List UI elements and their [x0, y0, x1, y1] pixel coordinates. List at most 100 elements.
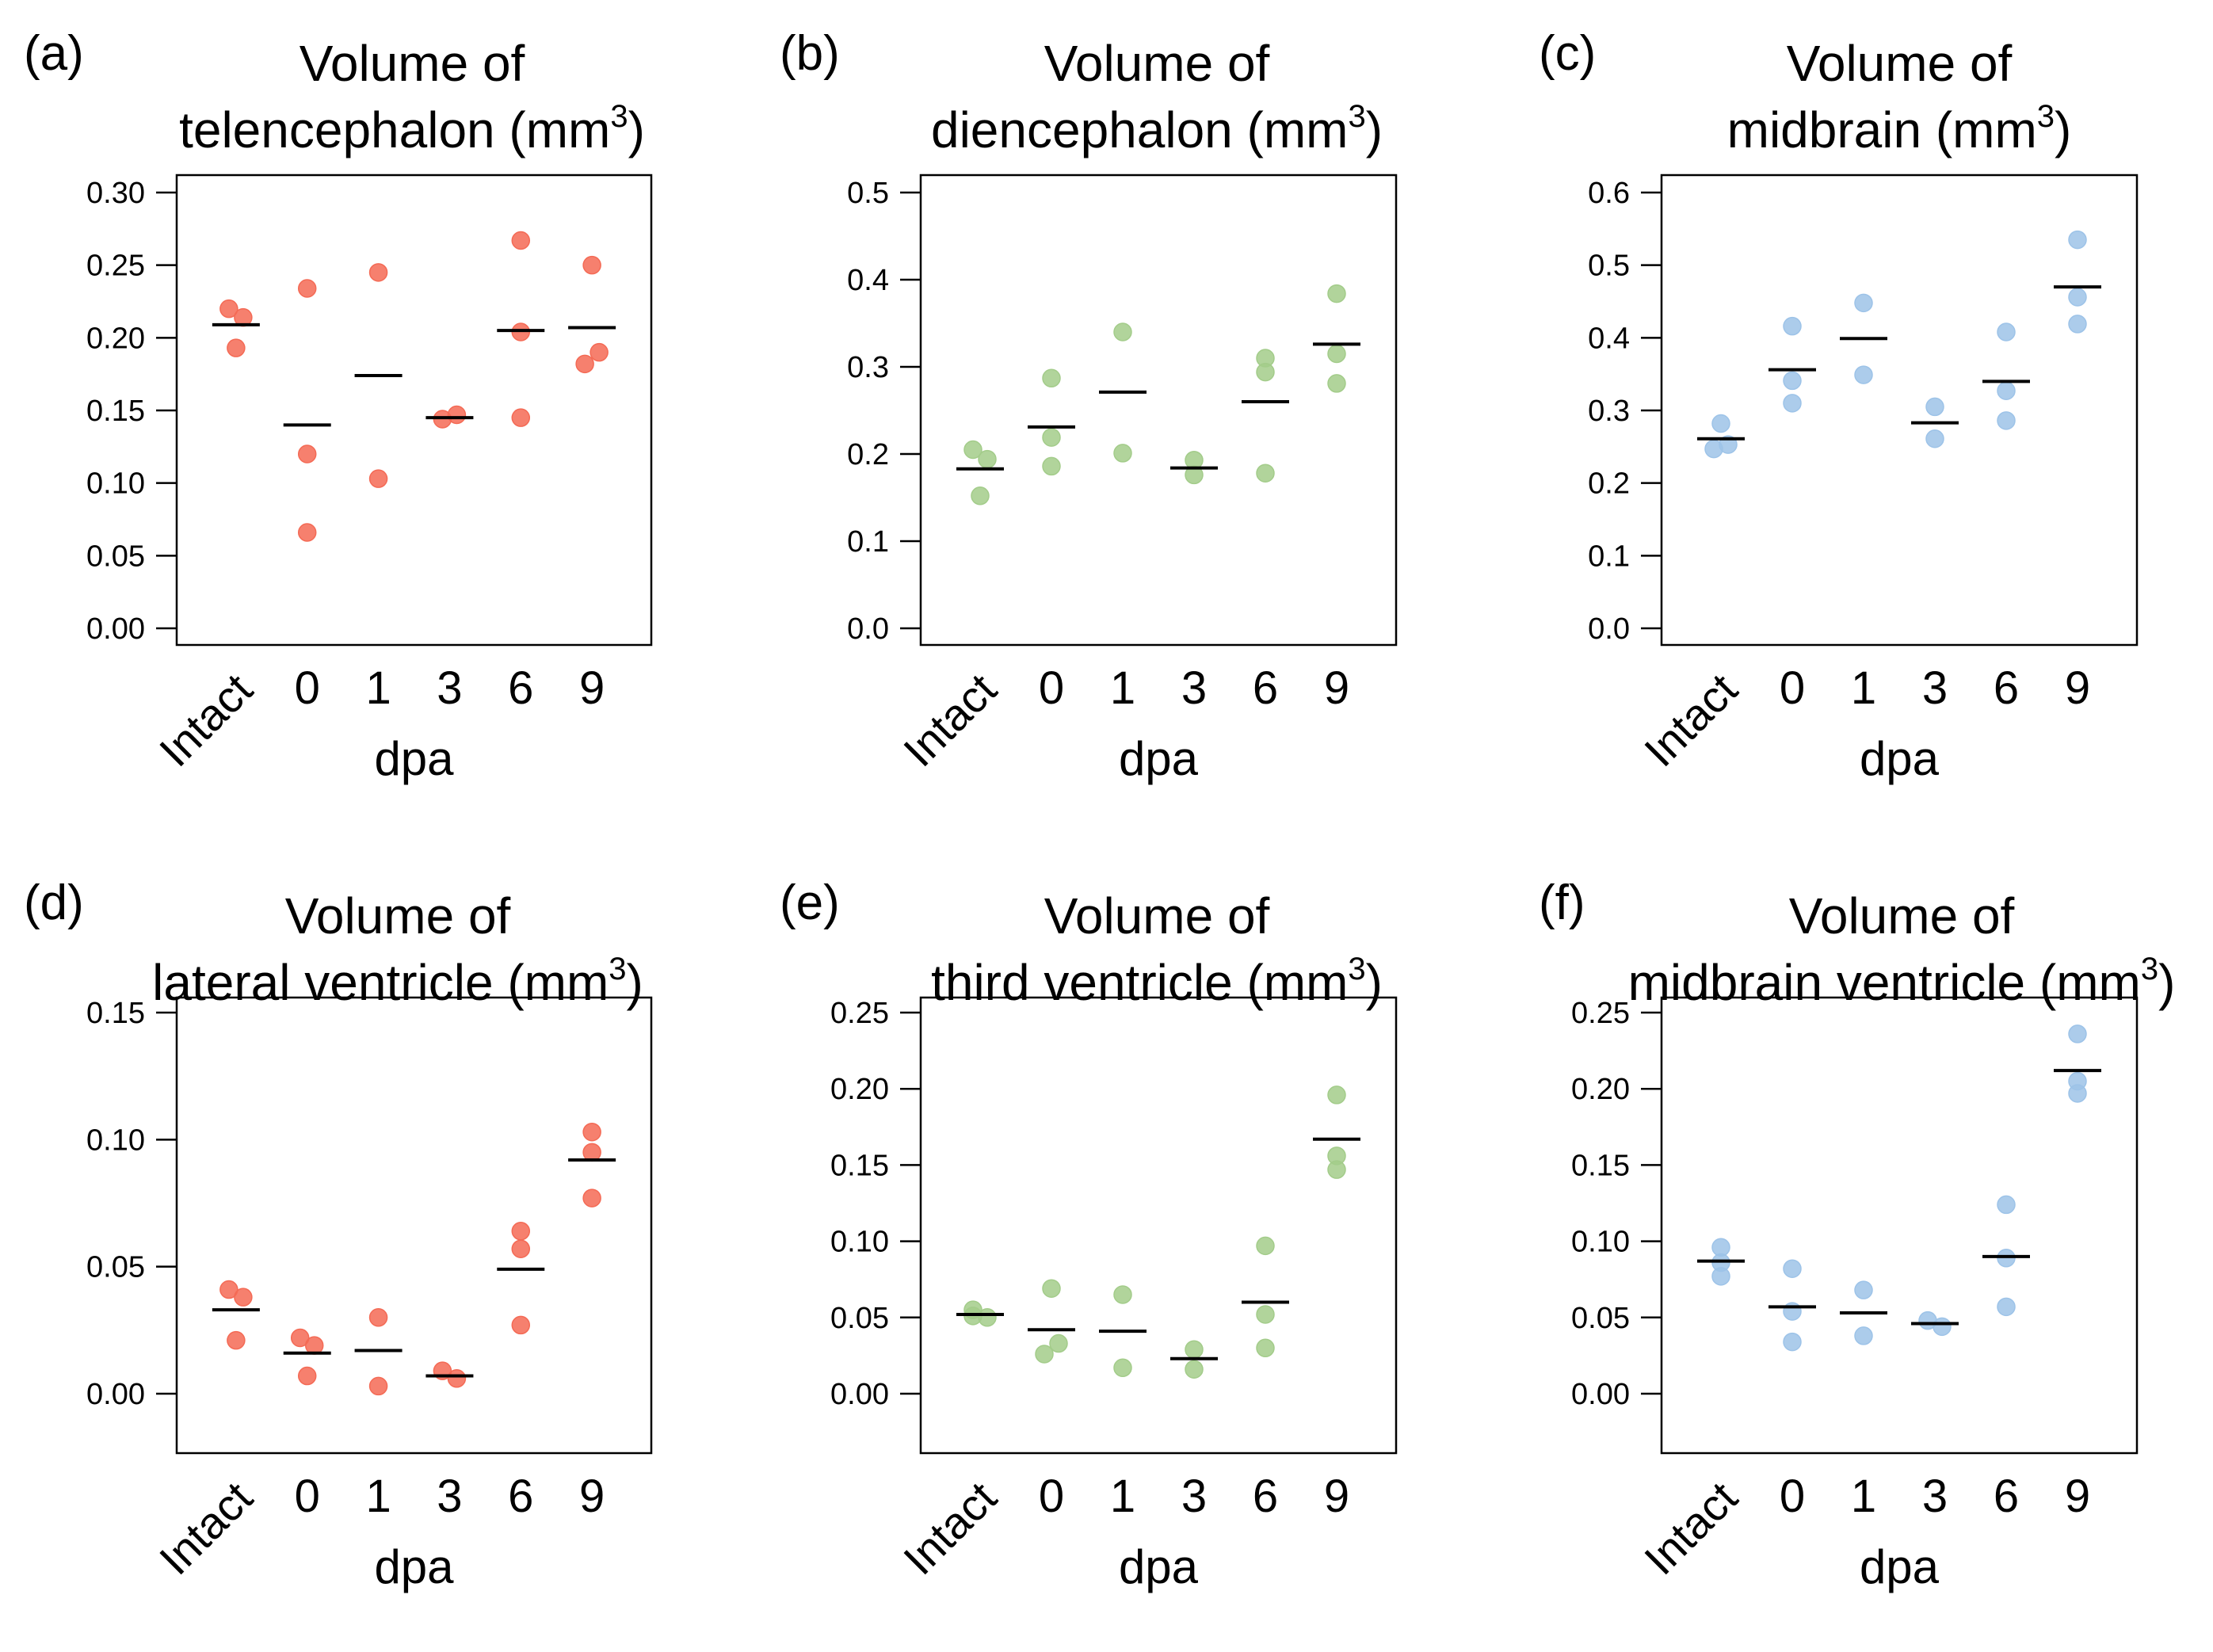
data-point [1042, 1279, 1061, 1298]
data-point [511, 231, 531, 250]
data-point [978, 449, 997, 469]
y-tick-label: 0.05 [86, 540, 145, 573]
data-point [227, 1330, 246, 1350]
x-tick-label: 0 [1780, 1471, 1805, 1522]
data-point [2068, 315, 2087, 334]
x-tick-label: 1 [365, 1471, 391, 1522]
data-point [1711, 414, 1730, 433]
data-point [219, 1280, 238, 1299]
data-point [1113, 322, 1132, 341]
data-point [2068, 1024, 2087, 1043]
x-tick-label: 9 [579, 1471, 605, 1522]
y-tick-label: 0.15 [86, 395, 145, 428]
panel-label: (f) [1539, 876, 1585, 930]
data-point [1997, 381, 2016, 400]
panel-d: (d) Volume of lateral ventricle (mm3) 0.00 0… [24, 876, 653, 1593]
data-point [1783, 316, 1802, 336]
data-point [1256, 1338, 1275, 1358]
data-point [2068, 288, 2087, 307]
plot-frame [175, 174, 653, 647]
x-tick-label: 1 [1851, 662, 1876, 714]
chart-title-line2: lateral ventricle (mm3) [152, 952, 643, 1011]
data-point [1185, 1360, 1204, 1379]
data-point [297, 523, 317, 542]
data-point [511, 1222, 531, 1241]
y-tick-label: 0.0 [1588, 612, 1630, 646]
chart-title-line1: Volume of [300, 35, 525, 92]
data-point [1042, 456, 1061, 476]
panel-a: (a) Volume of telencephalon (mm3) 0.00 0.05 0… [24, 26, 653, 785]
x-tick-label: Intact [150, 664, 262, 776]
panel-label: (c) [1539, 26, 1596, 81]
data-point [1925, 397, 1944, 417]
data-point [447, 405, 467, 425]
chart-title-line1: Volume of [285, 887, 511, 944]
x-axis-label: dpa [374, 732, 454, 785]
data-point [1113, 1358, 1132, 1378]
y-tick-label: 0.4 [1588, 322, 1630, 355]
x-tick-label: 1 [365, 662, 391, 714]
data-point [1256, 1236, 1275, 1256]
data-point [1933, 1317, 1952, 1337]
data-point [1327, 1160, 1346, 1179]
chart-title-line2: midbrain ventricle (mm3) [1628, 952, 2176, 1011]
data-point [1997, 1195, 2016, 1215]
y-tick-label: 0.25 [1571, 997, 1630, 1030]
data-point [511, 408, 531, 427]
y-tick-label: 0.15 [1571, 1149, 1630, 1182]
x-tick-label: 0 [295, 1471, 320, 1522]
data-point [1042, 428, 1061, 447]
chart-title-line1: Volume of [1787, 35, 2013, 92]
y-tick-label: 0.0 [847, 612, 889, 646]
data-point [1185, 465, 1204, 485]
data-point [1854, 365, 1873, 384]
panel-c: (c) Volume of midbrain (mm3) 0.0 0.1 0.2 0.3 0.… [1539, 26, 2139, 785]
y-tick-label: 0.00 [1571, 1378, 1630, 1411]
x-tick-label: 6 [508, 662, 533, 714]
y-tick-label: 0.05 [86, 1251, 145, 1284]
data-point [1327, 1085, 1346, 1105]
y-tick-label: 0.5 [1588, 250, 1630, 283]
y-tick-label: 0.25 [830, 997, 889, 1030]
x-tick-label: 6 [1994, 662, 2019, 714]
x-axis-label: dpa [1119, 1540, 1199, 1593]
data-point [1854, 293, 1873, 313]
data-point [1783, 394, 1802, 413]
data-point [290, 1328, 310, 1348]
y-tick-label: 0.4 [847, 264, 889, 297]
x-tick-label: 1 [1110, 1471, 1135, 1522]
data-point [1185, 1340, 1204, 1359]
y-tick-label: 0.5 [847, 177, 889, 210]
x-tick-label: 6 [1253, 662, 1278, 714]
data-point [368, 1376, 388, 1396]
y-tick-label: 0.6 [1588, 177, 1630, 210]
chart-title-line1: Volume of [1044, 35, 1270, 92]
data-point [219, 299, 238, 319]
data-point [368, 469, 388, 488]
panel-label: (b) [780, 26, 840, 81]
data-point [1704, 439, 1723, 459]
panel-label: (a) [24, 26, 84, 81]
y-tick-label: 0.10 [86, 467, 145, 501]
y-tick-label: 0.1 [847, 525, 889, 559]
x-tick-label: 3 [1181, 662, 1207, 714]
plot-frame [1660, 996, 2139, 1455]
data-point [582, 1188, 601, 1208]
data-point [368, 1308, 388, 1327]
data-point [1327, 374, 1346, 393]
data-point [963, 440, 982, 460]
y-tick-label: 0.3 [1588, 395, 1630, 428]
y-tick-label: 0.20 [1571, 1073, 1630, 1106]
x-tick-label: 9 [1324, 1471, 1349, 1522]
y-tick-label: 0.10 [86, 1124, 145, 1157]
x-axis-label: dpa [1860, 732, 1940, 785]
plot-frame [919, 996, 1398, 1455]
data-point [1049, 1333, 1068, 1353]
x-tick-label: 3 [1181, 1471, 1207, 1522]
data-point [1997, 411, 2016, 430]
y-tick-label: 0.1 [1588, 540, 1630, 573]
x-tick-label: 3 [1922, 662, 1948, 714]
data-point [1113, 1285, 1132, 1304]
data-point [1327, 284, 1346, 303]
